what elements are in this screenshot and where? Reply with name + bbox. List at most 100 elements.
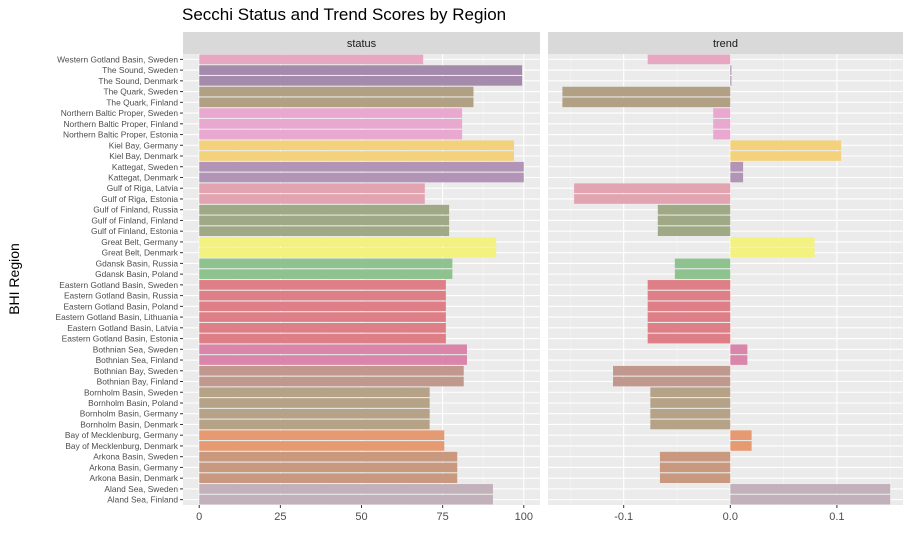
y-tick-label: Kattegat, Sweden (112, 162, 178, 172)
bar-status-gdansk-basin-poland (199, 269, 453, 279)
bar-trend-kiel-bay-denmark (730, 151, 842, 161)
bar-status-northern-baltic-proper-estonia (199, 129, 463, 140)
y-tick-label: Bothnian Sea, Sweden (93, 344, 179, 354)
bar-trend-gulf-of-riga-latvia (574, 183, 731, 194)
bar-trend-arkona-basin-germany (659, 462, 731, 473)
bar-trend-bothnian-sea-finland (730, 355, 748, 365)
x-tick-label: 0.1 (829, 511, 844, 523)
strip-background (183, 32, 540, 54)
bar-status-bornholm-basin-denmark (199, 419, 430, 430)
bar-status-eastern-gotland-basin-russia (199, 290, 446, 301)
y-tick-label: Gulf of Finland, Finland (91, 215, 178, 225)
bar-trend-the-sound-denmark (730, 76, 732, 86)
bar-trend-kattegat-sweden (730, 161, 744, 172)
bar-trend-bornholm-basin-germany (650, 408, 731, 419)
bar-status-aland-sea-finland (199, 494, 493, 505)
bar-status-bothnian-sea-sweden (199, 344, 467, 355)
bar-status-aland-sea-sweden (199, 484, 493, 494)
bar-trend-eastern-gotland-basin-russia (647, 290, 731, 301)
chart-title: Secchi Status and Trend Scores by Region (182, 5, 506, 24)
bar-trend-eastern-gotland-basin-estonia (647, 333, 731, 344)
bar-trend-bothnian-bay-sweden (613, 365, 731, 376)
bar-trend-gulf-of-finland-finland (657, 215, 731, 226)
bar-status-bornholm-basin-poland (199, 398, 430, 408)
bar-trend-eastern-gotland-basin-poland (647, 301, 731, 312)
y-tick-label: Aland Sea, Finland (107, 495, 178, 505)
bar-trend-the-sound-sweden (730, 65, 732, 75)
bar-status-the-sound-sweden (199, 65, 523, 75)
x-tick-label: 25 (274, 511, 286, 523)
bar-trend-bornholm-basin-sweden (650, 387, 731, 398)
y-tick-label: Bornholm Basin, Sweden (84, 387, 178, 397)
bar-trend-bothnian-bay-finland (613, 376, 731, 387)
y-tick-label: Bothnian Bay, Sweden (94, 366, 178, 376)
y-tick-label: The Sound, Sweden (102, 65, 178, 75)
bar-trend-eastern-gotland-basin-lithuania (647, 312, 731, 322)
bar-trend-bay-of-mecklenburg-denmark (730, 441, 752, 451)
y-tick-label: Northern Baltic Proper, Finland (63, 119, 178, 129)
bar-trend-bothnian-sea-sweden (730, 344, 748, 355)
x-tick-label: 75 (437, 511, 449, 523)
y-tick-label: Eastern Gotland Basin, Russia (64, 291, 178, 301)
bar-status-northern-baltic-proper-sweden (199, 108, 463, 118)
y-tick-label: Great Belt, Germany (101, 237, 179, 247)
bar-status-bay-of-mecklenburg-germany (199, 430, 445, 441)
panel-background (548, 54, 903, 505)
x-tick-label: 0 (196, 511, 202, 523)
bar-status-kiel-bay-denmark (199, 151, 515, 161)
bar-trend-bornholm-basin-poland (650, 398, 731, 408)
bar-trend-eastern-gotland-basin-sweden (647, 280, 731, 290)
bar-status-great-belt-germany (199, 237, 497, 247)
x-tick-label: 50 (355, 511, 367, 523)
y-tick-label: Gulf of Finland, Russia (93, 205, 178, 215)
bar-status-bothnian-sea-finland (199, 355, 467, 365)
y-tick-label: Arkona Basin, Denmark (90, 473, 179, 483)
bar-trend-kiel-bay-germany (730, 140, 842, 151)
bar-status-gulf-of-finland-russia (199, 204, 450, 215)
bar-status-eastern-gotland-basin-latvia (199, 322, 446, 333)
y-tick-label: Gdansk Basin, Russia (96, 258, 179, 268)
y-tick-label: Bornholm Basin, Denmark (80, 419, 179, 429)
bar-trend-gdansk-basin-russia (674, 258, 731, 269)
bar-status-kattegat-sweden (199, 161, 524, 172)
bar-status-bothnian-bay-finland (199, 376, 464, 387)
y-tick-label: Kiel Bay, Germany (109, 140, 179, 150)
bar-trend-the-quark-finland (562, 97, 731, 108)
bar-trend-northern-baltic-proper-finland (713, 118, 731, 129)
bar-status-the-quark-sweden (199, 86, 474, 97)
y-tick-label: Gulf of Riga, Latvia (107, 183, 179, 193)
y-tick-label: Kiel Bay, Denmark (109, 151, 179, 161)
bar-status-gulf-of-riga-latvia (199, 183, 425, 194)
bar-trend-bay-of-mecklenburg-germany (730, 430, 752, 441)
bar-status-gdansk-basin-russia (199, 258, 453, 269)
facet-status: status 0 25 50 75 100 (183, 32, 540, 523)
bar-status-bay-of-mecklenburg-denmark (199, 441, 445, 451)
bar-status-eastern-gotland-basin-estonia (199, 333, 446, 344)
y-tick-label: Western Gotland Basin, Sweden (57, 54, 178, 64)
bar-status-northern-baltic-proper-finland (199, 118, 463, 129)
facet-layer: status 0 25 50 75 100 trend -0.1 0.0 0.1 Western G… (56, 32, 903, 523)
x-tick-label: -0.1 (614, 511, 633, 523)
bar-status-eastern-gotland-basin-sweden (199, 280, 446, 290)
bar-trend-bornholm-basin-denmark (650, 419, 731, 430)
strip-label-status: status (347, 38, 377, 50)
bar-trend-arkona-basin-denmark (659, 473, 731, 483)
bar-trend-the-quark-sweden (562, 86, 731, 97)
bar-status-the-quark-finland (199, 97, 474, 108)
bar-trend-aland-sea-sweden (730, 484, 891, 494)
bar-status-gulf-of-finland-estonia (199, 226, 450, 237)
bar-trend-northern-baltic-proper-estonia (713, 129, 731, 140)
y-tick-label: Bothnian Sea, Finland (96, 355, 179, 365)
bar-trend-western-gotland-basin-sweden (647, 54, 731, 65)
y-tick-label: Bothnian Bay, Finland (97, 377, 179, 387)
y-tick-label: Great Belt, Denmark (102, 248, 179, 258)
y-tick-label: Bay of Mecklenburg, Germany (65, 430, 179, 440)
bar-trend-great-belt-germany (730, 237, 815, 247)
bar-trend-great-belt-denmark (730, 247, 815, 258)
y-tick-label: Bornholm Basin, Poland (88, 398, 178, 408)
bar-trend-gulf-of-finland-estonia (657, 226, 731, 237)
y-tick-label: Eastern Gotland Basin, Estonia (62, 334, 179, 344)
